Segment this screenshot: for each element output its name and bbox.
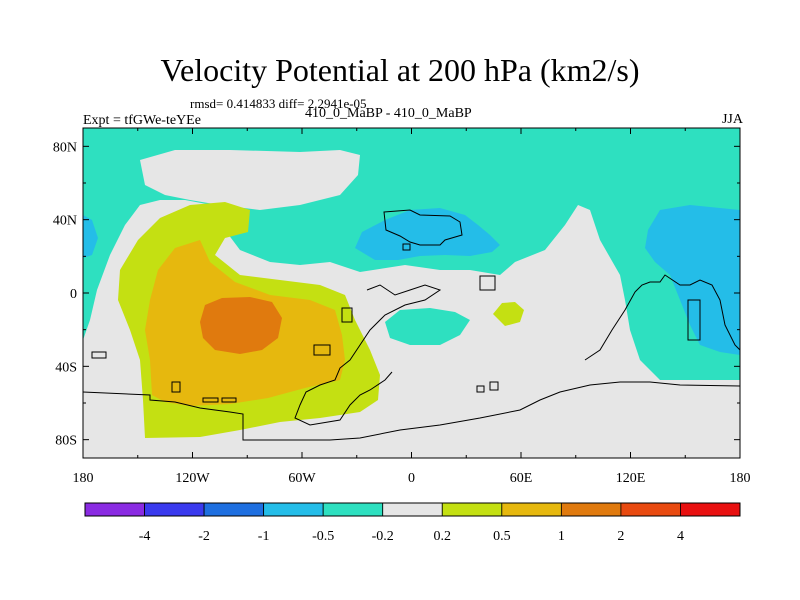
coastline-south (83, 381, 740, 441)
colorbar-swatch (263, 502, 324, 517)
colorbar-label: -1 (258, 529, 270, 544)
stats-text: rmsd= 0.414833 diff= 2.2941e-05 (190, 96, 367, 111)
chart-title: Velocity Potential at 200 hPa (km2/s) (160, 52, 640, 88)
colorbar-swatch (560, 502, 622, 517)
x-tick-label: 120E (616, 471, 646, 486)
coastline-east (584, 274, 740, 361)
y-tick-label: 80N (53, 140, 77, 155)
colorbar: -4 -2 -1 -0.5 -0.2 0.2 0.5 1 2 4 (84, 502, 741, 544)
y-tick-label: 80S (55, 434, 77, 449)
field-blue-atlantic (355, 208, 500, 260)
coastline-africa (383, 209, 463, 246)
colorbar-swatch (620, 502, 681, 517)
colorbar-label: -2 (198, 529, 210, 544)
x-tick-label: 120W (175, 471, 210, 486)
colorbar-swatch (322, 502, 384, 517)
colorbar-swatch (382, 502, 443, 517)
colorbar-label: 2 (617, 529, 624, 544)
colorbar-label: 4 (677, 529, 684, 544)
colorbar-swatch (203, 502, 265, 517)
colorbar-swatch (680, 502, 741, 517)
coastline-americas (294, 284, 442, 426)
x-tick-label: 0 (408, 471, 415, 486)
field-teal-pocket (385, 308, 470, 345)
colorbar-label: 0.5 (493, 529, 511, 544)
field-dark-orange (200, 297, 282, 354)
field-blue-west (83, 215, 98, 258)
field-gray-north (140, 150, 360, 210)
experiment-label: Expt = tfGWe-teYEe (83, 113, 201, 128)
colorbar-label: -0.5 (312, 529, 334, 544)
contour-fill-layer (83, 128, 740, 458)
coastline-islands (91, 243, 701, 403)
x-tick-label: 60E (510, 471, 533, 486)
field-green-small (493, 302, 524, 326)
coastlines (83, 209, 740, 441)
y-tick-label: 40N (53, 214, 77, 229)
x-axis: 180 120W 60W 0 60E 120E 180 (73, 128, 751, 486)
x-tick-label: 180 (730, 471, 751, 486)
y-tick-label: 0 (70, 287, 77, 302)
colorbar-swatch (501, 502, 562, 517)
season-label: JJA (721, 112, 743, 127)
colorbar-swatch (84, 502, 145, 517)
y-axis: 80N 40N 0 40S 80S (53, 140, 740, 449)
x-tick-label: 60W (288, 471, 316, 486)
colorbar-swatch (441, 502, 503, 517)
field-blue-pacific (645, 205, 740, 355)
colorbar-frame (84, 502, 741, 517)
colorbar-label: -4 (139, 529, 151, 544)
colorbar-label: 1 (558, 529, 565, 544)
colorbar-swatch (144, 502, 205, 517)
x-tick-label: 180 (73, 471, 94, 486)
colorbar-label: 0.2 (434, 529, 452, 544)
y-tick-label: 40S (55, 360, 77, 375)
case-label: 410_0_MaBP - 410_0_MaBP (305, 106, 472, 121)
colorbar-label: -0.2 (372, 529, 394, 544)
